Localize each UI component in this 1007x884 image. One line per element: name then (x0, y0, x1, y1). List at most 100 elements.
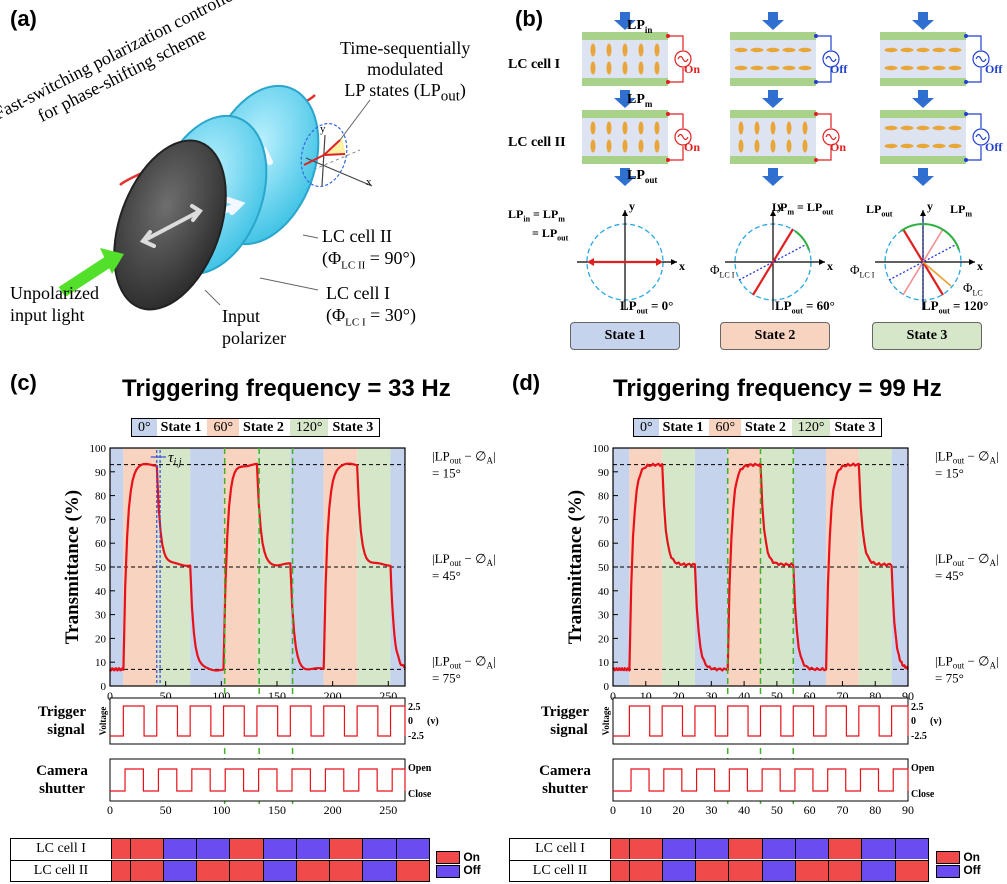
state1-lpout-value: LPout = 0° (620, 298, 674, 316)
lc-molecule (884, 143, 898, 149)
lc-cell-off (862, 839, 896, 859)
trigger-trace (110, 705, 406, 737)
lc-molecule (802, 121, 808, 135)
lc-molecule (798, 65, 812, 71)
lc-contact (666, 34, 670, 38)
lc-molecule (770, 139, 776, 153)
lc-cell-off (263, 839, 297, 859)
beam-arrow (768, 168, 778, 176)
chart-d-title: Triggering frequency = 99 Hz (613, 375, 942, 402)
ac-wave (677, 55, 689, 63)
y-axis-title: Transmittance (%) (62, 490, 83, 644)
lc-cell-lead (112, 861, 131, 881)
lc-contact (814, 80, 818, 84)
x-tick-label: 250 (379, 803, 397, 817)
lc-molecule (766, 47, 780, 53)
lp-states-label: Time-sequentially modulated LP states (L… (340, 38, 471, 105)
lc-cell-off (762, 839, 796, 859)
beam-arrow-head (614, 98, 636, 108)
lc-molecule (606, 61, 612, 75)
beam-arrow-head (614, 20, 636, 30)
x-tick-label: 60 (804, 803, 816, 817)
beam-arrow (768, 90, 778, 98)
state-2-badge: State 2 (720, 322, 830, 350)
lc-wire (668, 146, 684, 161)
camera-frame (612, 758, 909, 802)
trigger-trace (613, 705, 909, 737)
lc-cell-off (795, 839, 830, 859)
x-tick-label: 200 (324, 803, 342, 817)
abs-annotation-value: = 15° (432, 466, 461, 481)
lc-molecule (932, 47, 946, 53)
x-axis-label: x (827, 259, 833, 273)
lc-molecule (932, 143, 946, 149)
y-axis-label: y (629, 199, 635, 213)
beam-arrow-head (912, 176, 934, 186)
panel-b-illustration: x y x y x y (577, 12, 990, 310)
lc-wire (816, 68, 832, 83)
lc-molecule (782, 47, 796, 53)
lc-wire (966, 35, 982, 50)
lc-table-d: LC cell I LC cell II (509, 838, 929, 882)
lc-wire (816, 113, 832, 128)
x-tick-label: 0 (107, 803, 113, 817)
lc-cell-on (396, 861, 429, 881)
lc-cell-2-row-label: LC cell II (508, 135, 566, 150)
lc-table-row-label: LC cell II (11, 861, 112, 881)
lc-cell-1-label: LC cell I (ΦLC I = 30°) (326, 283, 416, 329)
state3-lc1-off: Off (985, 62, 1003, 76)
lc-molecule (738, 121, 744, 135)
lc-table-row-label: LC cell I (11, 839, 112, 859)
x-arrow (671, 259, 677, 265)
lc-cell-off (862, 861, 896, 881)
y-tick-label: 70 (95, 514, 107, 526)
shutter-open: Open (408, 763, 432, 774)
x-axis-label: x (977, 259, 983, 273)
lc-molecule (638, 121, 644, 135)
lc-cell-off (296, 839, 331, 859)
lc-electrode (730, 110, 816, 118)
ac-wave (825, 133, 837, 141)
lc-contact (666, 112, 670, 116)
lc-cell-off (895, 839, 928, 859)
transmittance-trace (109, 462, 406, 672)
lc-molecule (782, 65, 796, 71)
beam-arrow-head (762, 98, 784, 108)
lc-contact (666, 158, 670, 162)
y-tick-label: 50 (95, 562, 107, 574)
camera-label: shutter (542, 781, 588, 797)
beam-arrow (918, 168, 928, 176)
lc-cell-off (696, 839, 730, 859)
lc-cell-on (729, 861, 763, 881)
legend-swatch-state3: 120° (289, 419, 329, 436)
lc-cell-on (829, 861, 863, 881)
lc-electrode (880, 110, 966, 118)
legend-label-state1: State 1 (662, 420, 704, 435)
lc-molecule (884, 47, 898, 53)
shutter-trace (613, 768, 909, 792)
x-tick-label: 100 (212, 803, 230, 817)
lc-molecule (948, 47, 962, 53)
y-tick-label: 30 (598, 610, 610, 622)
lc-molecule (750, 65, 764, 71)
lc-molecule (900, 143, 914, 149)
lc-molecule (802, 139, 808, 153)
legend-label-state3: State 3 (332, 420, 374, 435)
ac-wave (677, 133, 689, 141)
lc-contact (964, 34, 968, 38)
lc-cell-on (230, 839, 264, 859)
lc-molecule (916, 65, 930, 71)
state-band (110, 448, 124, 686)
x-tick-label: 150 (268, 803, 286, 817)
abs-annotation-value: = 45° (935, 568, 964, 583)
abs-annotation: |LPout − ∅A| (935, 653, 999, 670)
y-tick-label: 30 (95, 610, 107, 622)
voltage-zero: 0 (911, 716, 916, 727)
lc-contact (814, 158, 818, 162)
beam-arrow (620, 168, 630, 176)
ac-wave (825, 55, 837, 63)
y-tick-label: 80 (598, 491, 610, 503)
lc-layer (730, 40, 816, 78)
abs-annotation-value: = 75° (935, 670, 964, 685)
lc-molecule (754, 121, 760, 135)
